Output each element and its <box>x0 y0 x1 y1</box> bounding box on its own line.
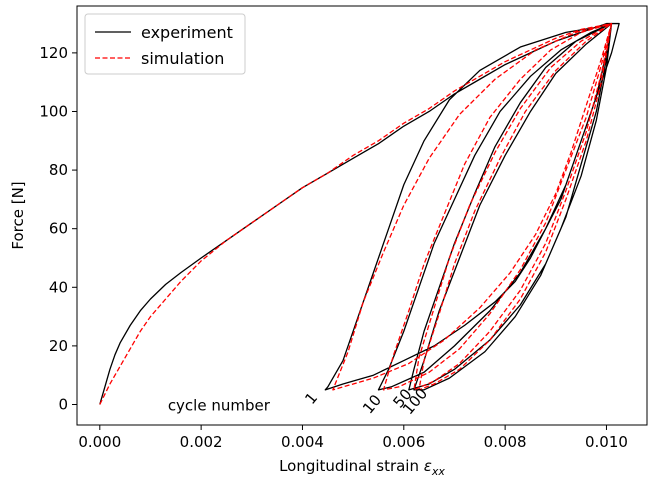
y-tick-label: 20 <box>49 337 68 355</box>
axes-frame <box>76 5 648 426</box>
legend-label-experiment: experiment <box>141 23 233 42</box>
x-tick-label: 0.008 <box>484 433 527 451</box>
y-tick-label: 0 <box>58 395 68 413</box>
x-tick-label: 0.000 <box>78 433 121 451</box>
y-tick-label: 60 <box>49 220 68 238</box>
x-tick-label: 0.002 <box>180 433 223 451</box>
y-tick-label: 120 <box>39 44 68 62</box>
x-tick-label: 0.006 <box>382 433 425 451</box>
cycle-number-label: cycle number <box>168 396 271 414</box>
x-axis-label: Longitudinal strain εxx <box>279 457 445 477</box>
y-tick-label: 40 <box>49 278 68 296</box>
plot-area <box>99 22 620 405</box>
y-axis-label: Force [N] <box>9 181 27 249</box>
cycle-label: 10 <box>359 391 385 417</box>
legend-box <box>84 13 246 75</box>
axes: 0.000 0.002 0.004 0.006 0.008 0.010 0 20 40 60 80 1… <box>9 5 648 477</box>
legend-label-simulation: simulation <box>141 49 224 68</box>
series-line-simulation <box>99 22 613 405</box>
series-line-experiment <box>99 22 620 405</box>
x-tick-label: 0.010 <box>585 433 628 451</box>
y-tick-label: 80 <box>49 161 68 179</box>
x-tick-label: 0.004 <box>281 433 324 451</box>
legend: experiment simulation <box>84 13 246 75</box>
cycle-label: 1 <box>301 389 321 408</box>
y-tick-label: 100 <box>39 102 68 120</box>
